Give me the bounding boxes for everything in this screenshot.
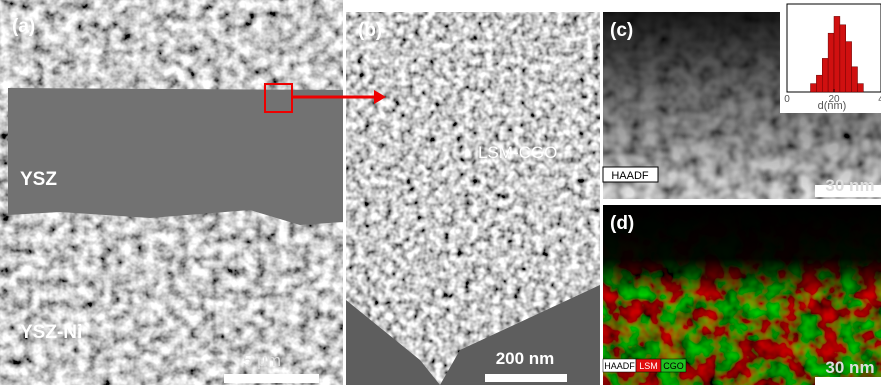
scale-bar-label: 5 μm [243,351,281,370]
figure: (a) YSZ YSZ-Ni 5 μm (b) LSM-CGO 200 nm (… [0,0,881,385]
panel-label: (d) [610,213,634,234]
scale-bar-label: 30 nm [825,176,874,195]
bar [846,42,852,92]
bar [840,25,846,92]
panel-b: (b) LSM-CGO 200 nm [346,12,600,385]
layer-label: YSZ [20,169,57,190]
layer-label: YSZ-Ni [20,322,82,343]
tick-label: 0 [784,94,790,105]
legend-label: LSM [639,361,658,371]
bar [852,67,858,92]
bar [834,16,840,92]
bar [816,75,822,92]
panel-label: (a) [12,16,35,37]
scale-bar [224,374,319,383]
scale-bar [815,377,881,385]
region-label: LSM-CGO [478,143,557,162]
bar [822,58,828,92]
inset-histogram: d(nm) 0204 [780,0,881,113]
tick-label: 20 [828,94,840,105]
legend-label: CGO [663,361,684,371]
scale-bar [485,374,567,382]
panel-c: (c) HAADF 30 nm d(nm) 0204 [603,0,881,199]
bar [811,84,817,92]
panel-a: (a) YSZ YSZ-Ni 5 μm [0,0,343,385]
bar [858,84,864,92]
scale-bar-label: 200 nm [496,349,555,368]
mode-label: HAADF [611,170,649,182]
legend-label: HAADF [604,361,635,371]
legend: HAADF LSM CGO [603,359,686,372]
panel-label: (c) [610,20,633,41]
panel-label: (b) [358,20,382,41]
scale-bar-label: 30 nm [825,358,874,377]
bar [828,33,834,92]
panel-d: (d) HAADF LSM CGO 30 nm [603,205,881,385]
